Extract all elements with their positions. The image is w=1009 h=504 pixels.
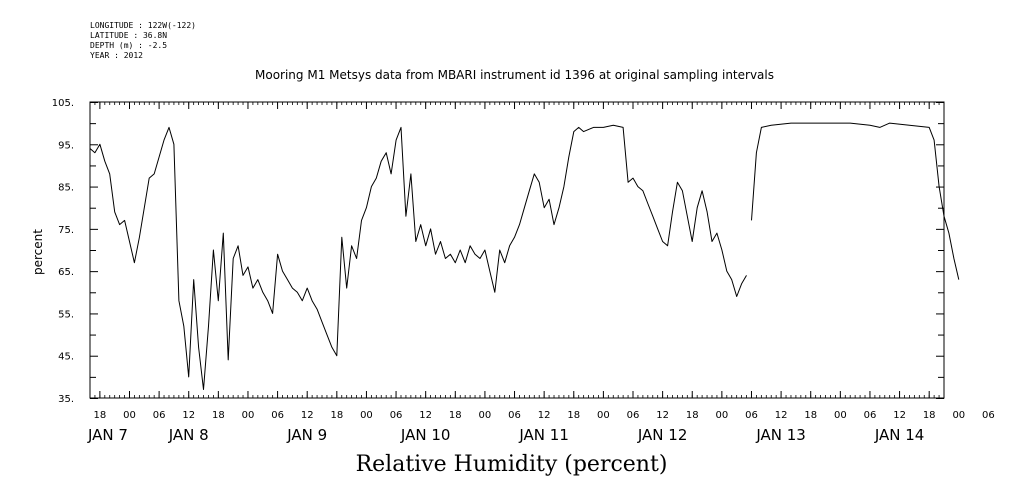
x-hour-label: 06 bbox=[271, 410, 284, 421]
x-hour-label: 00 bbox=[597, 410, 610, 421]
x-hour-label: 12 bbox=[656, 410, 669, 421]
y-tick-label: 75. bbox=[58, 225, 74, 236]
x-hour-label: 12 bbox=[301, 410, 314, 421]
x-day-label: JAN 8 bbox=[168, 426, 209, 444]
year-label: YEAR : 2012 bbox=[90, 51, 143, 60]
x-hour-label: 18 bbox=[923, 410, 936, 421]
x-day-label: JAN 14 bbox=[874, 426, 925, 444]
x-hour-label: 12 bbox=[893, 410, 906, 421]
axes-layer: 35. 45. 55. 65. 75. 85. 95. 105. 18 00 06 12 18 00 06 1… bbox=[52, 98, 995, 444]
depth-label: DEPTH (m) : -2.5 bbox=[90, 41, 168, 50]
y-tick-label: 55. bbox=[58, 309, 74, 320]
x-hour-label: 00 bbox=[242, 410, 255, 421]
x-hour-label: 06 bbox=[982, 410, 995, 421]
x-day-label: JAN 11 bbox=[518, 426, 569, 444]
x-hour-label: 00 bbox=[479, 410, 492, 421]
humidity-series-line bbox=[89, 124, 747, 390]
x-day-label: JAN 12 bbox=[637, 426, 688, 444]
plot-frame bbox=[89, 101, 945, 399]
x-hour-label: 06 bbox=[508, 410, 521, 421]
x-hour-label: 18 bbox=[804, 410, 817, 421]
x-day-label: JAN 13 bbox=[755, 426, 806, 444]
y-tick-label: 105. bbox=[52, 98, 74, 109]
y-tick-label: 35. bbox=[58, 394, 74, 405]
x-hour-label: 06 bbox=[745, 410, 758, 421]
x-hour-label: 00 bbox=[123, 410, 136, 421]
x-hour-label: 18 bbox=[330, 410, 343, 421]
x-hour-label: 06 bbox=[153, 410, 166, 421]
x-hour-label: 06 bbox=[864, 410, 877, 421]
x-hour-label: 06 bbox=[390, 410, 403, 421]
longitude-label: LONGITUDE : 122W(-122) bbox=[90, 21, 196, 30]
x-hour-label: 18 bbox=[212, 410, 225, 421]
latitude-label: LATITUDE : 36.8N bbox=[90, 31, 168, 40]
x-hour-label: 06 bbox=[627, 410, 640, 421]
x-hour-label: 00 bbox=[952, 410, 965, 421]
series-layer bbox=[89, 122, 960, 390]
y-axis-label: percent bbox=[31, 229, 45, 275]
x-hour-label: 12 bbox=[538, 410, 551, 421]
x-hour-label: 00 bbox=[834, 410, 847, 421]
x-hour-label: 00 bbox=[715, 410, 728, 421]
y-tick-label: 65. bbox=[58, 267, 74, 278]
chart-title: Mooring M1 Metsys data from MBARI instru… bbox=[255, 68, 774, 82]
x-hour-label: 18 bbox=[94, 410, 107, 421]
x-hour-label: 12 bbox=[775, 410, 788, 421]
x-hour-label: 18 bbox=[567, 410, 580, 421]
y-tick-label: 85. bbox=[58, 183, 74, 194]
x-day-label: JAN 10 bbox=[400, 426, 451, 444]
x-day-label: JAN 9 bbox=[286, 426, 327, 444]
humidity-series-line bbox=[751, 122, 960, 280]
y-tick-label: 95. bbox=[58, 140, 74, 151]
x-hour-label: 12 bbox=[182, 410, 195, 421]
x-day-label: JAN 7 bbox=[87, 426, 128, 444]
y-tick-label: 45. bbox=[58, 352, 74, 363]
x-hour-label: 18 bbox=[449, 410, 462, 421]
x-hour-label: 18 bbox=[686, 410, 699, 421]
x-hour-label: 12 bbox=[419, 410, 432, 421]
station-metadata: LONGITUDE : 122W(-122) LATITUDE : 36.8N … bbox=[90, 21, 196, 61]
x-axis-label: Relative Humidity (percent) bbox=[355, 452, 668, 477]
x-hour-label: 00 bbox=[360, 410, 373, 421]
